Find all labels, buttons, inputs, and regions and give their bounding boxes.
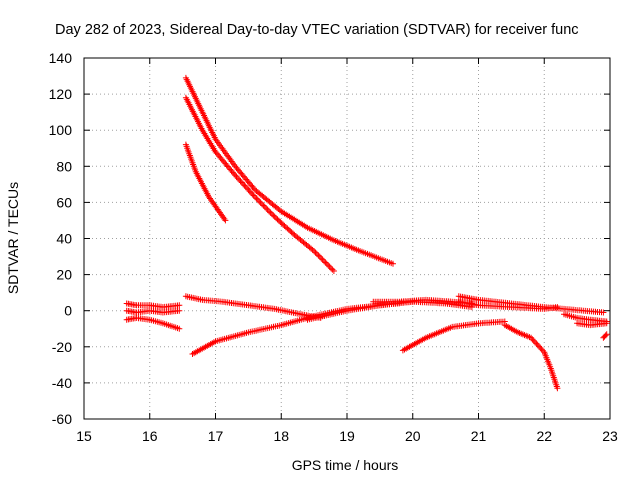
series-track-3 (123, 307, 183, 316)
data-points (123, 300, 183, 311)
data-points (182, 141, 229, 224)
y-tick-label: 140 (49, 50, 73, 66)
x-tick-label: 18 (273, 428, 289, 444)
series-track-17 (600, 331, 610, 341)
series-track-13 (455, 298, 561, 312)
data-points (182, 293, 324, 321)
y-tick-label: 20 (56, 267, 72, 283)
data-points (600, 331, 610, 341)
y-tick-label: -20 (52, 339, 72, 355)
x-tick-label: 21 (471, 428, 487, 444)
y-tick-label: -40 (52, 375, 72, 391)
series-track-6 (182, 141, 229, 224)
y-tick-label: 40 (56, 231, 72, 247)
y-axis-label: SDTVAR / TECUs (5, 182, 21, 294)
series-track-2 (123, 300, 183, 311)
data-points (123, 314, 183, 332)
x-tick-label: 19 (339, 428, 355, 444)
series-track-11 (399, 318, 508, 354)
series-track-7 (182, 293, 324, 321)
series-track-14 (501, 322, 561, 392)
data-points (123, 307, 183, 316)
grid-layer (84, 58, 610, 419)
x-tick-label: 23 (602, 428, 618, 444)
data-points (182, 74, 396, 267)
x-tick-label: 15 (76, 428, 92, 444)
series-track-16 (574, 320, 610, 329)
y-tick-label: 0 (64, 303, 72, 319)
data-points (455, 298, 561, 312)
series-track-5 (182, 94, 337, 274)
y-tick-label: 80 (56, 158, 72, 174)
x-tick-label: 22 (536, 428, 552, 444)
axis-layer: 15 16 17 18 19 20 21 22 23 -60 -40 -20 0 20 40 60 80 100 1… (49, 50, 618, 444)
x-tick-label: 16 (142, 428, 158, 444)
x-axis-label: GPS time / hours (292, 457, 399, 473)
series-layer (123, 74, 610, 392)
data-points (399, 318, 508, 354)
x-tick-label: 20 (405, 428, 421, 444)
x-tick-label: 17 (208, 428, 224, 444)
y-tick-label: 100 (49, 122, 73, 138)
y-tick-label: 120 (49, 86, 73, 102)
series-track-1 (123, 314, 183, 332)
data-points (574, 320, 610, 329)
data-points (501, 322, 561, 392)
chart-title: Day 282 of 2023, Sidereal Day-to-day VTE… (55, 22, 579, 38)
data-points (182, 94, 337, 274)
series-track-4 (182, 74, 396, 267)
y-tick-label: 60 (56, 194, 72, 210)
y-tick-label: -60 (52, 411, 72, 427)
